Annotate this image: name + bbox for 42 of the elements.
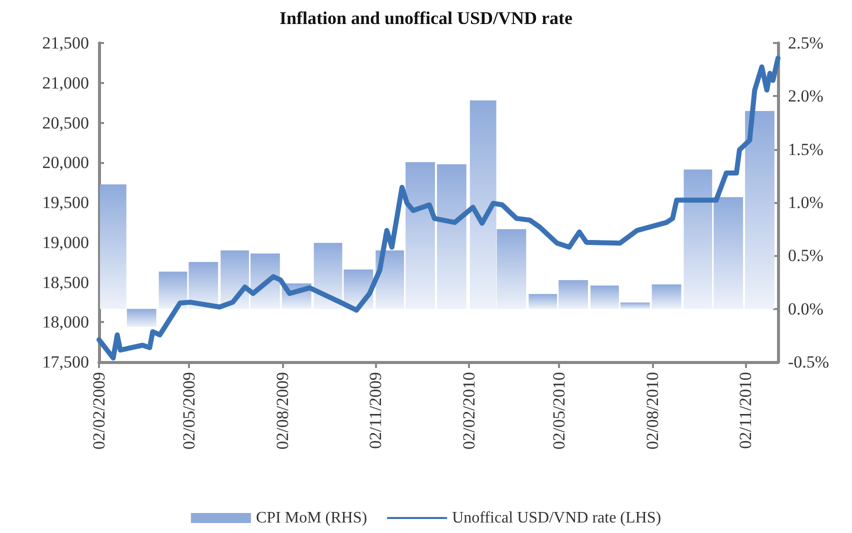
bar <box>590 285 619 309</box>
y-tick-label: 18,000 <box>42 312 89 332</box>
y2-tick-label: 0.0% <box>788 299 824 318</box>
chart-title: Inflation and unoffical USD/VND rate <box>279 8 573 28</box>
bar <box>558 280 588 309</box>
bar <box>158 272 188 309</box>
bar <box>126 308 156 327</box>
bar <box>620 302 650 309</box>
legend-label: CPI MoM (RHS) <box>256 510 368 526</box>
y-tick-label: 18,500 <box>42 272 89 292</box>
y2-tick-label: 2.0% <box>788 86 824 106</box>
y-tick-label: 17,500 <box>42 352 89 372</box>
x-tick-label: 02/02/2009 <box>90 372 108 450</box>
y2-tick-label: 1.0% <box>788 193 824 212</box>
x-tick-label: 02/08/2009 <box>272 372 292 450</box>
bar <box>406 162 435 309</box>
legend-label: Unoffical USD/VND rate (LHS) <box>452 510 662 526</box>
x-tick-label: 02/11/2009 <box>366 372 386 449</box>
y-tick-label: 20,000 <box>42 153 89 172</box>
x-tick-label: 02/11/2010 <box>736 372 756 449</box>
y2-tick-label: 0.5% <box>788 246 824 266</box>
bar <box>376 250 404 309</box>
y-tick-label: 19,500 <box>42 193 89 212</box>
bar <box>684 170 712 309</box>
bar <box>436 164 466 309</box>
x-tick-label: 02/05/2010 <box>550 372 569 450</box>
bar <box>496 229 526 309</box>
x-tick-label: 02/02/2010 <box>459 372 478 450</box>
bar <box>745 111 774 309</box>
x-tick-label: 02/08/2010 <box>642 372 662 450</box>
bar <box>314 242 342 309</box>
y2-tick-label: 2.5% <box>788 34 824 52</box>
y-tick-label: 21,000 <box>42 73 89 92</box>
y-tick-label: 20,500 <box>42 113 89 132</box>
x-tick-label: 02/05/2009 <box>180 372 199 450</box>
bar <box>652 284 682 309</box>
y-tick-label: 19,000 <box>42 232 89 252</box>
bar <box>714 197 744 309</box>
y-tick-label: 21,500 <box>42 34 89 52</box>
bar <box>528 294 558 309</box>
y2-tick-label: 1.5% <box>788 140 824 159</box>
y2-tick-label: -0.5% <box>788 352 830 372</box>
